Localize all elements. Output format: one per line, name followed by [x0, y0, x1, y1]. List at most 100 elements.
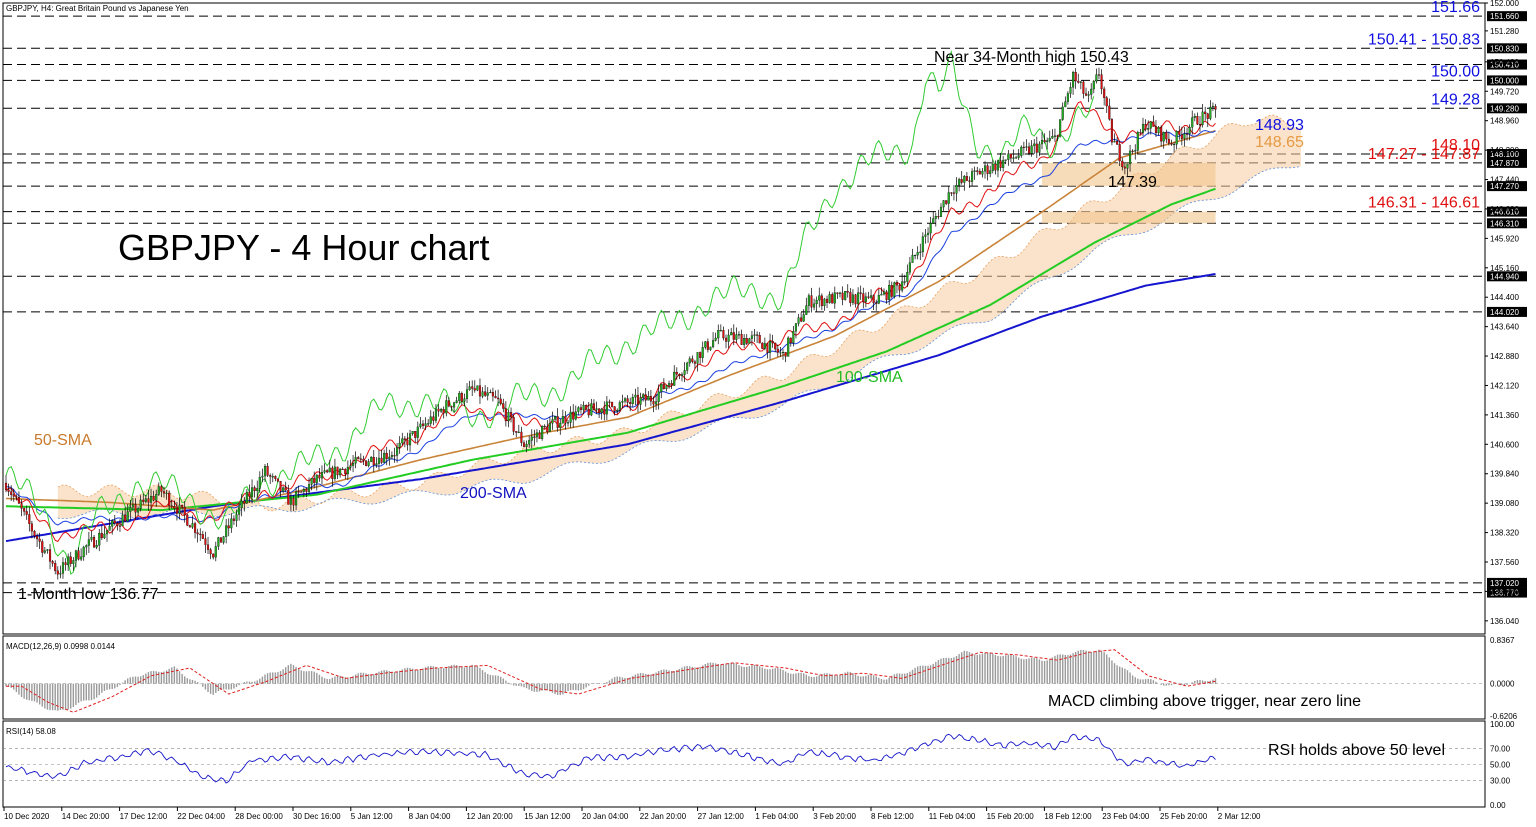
- candle-body: [157, 486, 160, 495]
- level-tag-bg: [1487, 577, 1527, 588]
- candle-body: [1149, 121, 1152, 129]
- candle-body: [647, 396, 650, 401]
- candle-body: [761, 342, 764, 349]
- x-tick-label: 1 Feb 04:00: [755, 812, 798, 821]
- candle-body: [551, 419, 554, 424]
- candle-body: [10, 491, 13, 495]
- candle-body: [72, 560, 75, 564]
- candle-body: [704, 341, 707, 348]
- candle-body: [1009, 153, 1012, 159]
- candle-body: [667, 383, 671, 386]
- candle-body: [188, 525, 191, 528]
- x-tick-label: 15 Feb 20:00: [987, 812, 1035, 821]
- candle-body: [781, 352, 785, 354]
- candle-body: [769, 341, 772, 353]
- candle-body: [23, 508, 26, 512]
- candle-body: [639, 397, 642, 405]
- candle-body: [455, 400, 458, 403]
- candle-body: [1144, 124, 1147, 130]
- candle-body: [421, 423, 425, 426]
- candle-body: [585, 405, 588, 410]
- candle-body: [745, 338, 748, 344]
- candle-body: [36, 535, 39, 540]
- candle-body: [983, 165, 987, 172]
- candle-body: [315, 474, 318, 483]
- candle-body: [815, 299, 818, 305]
- candle-body: [214, 546, 217, 558]
- level-tag-bg: [1487, 148, 1527, 159]
- candle-body: [691, 358, 694, 362]
- candle-body: [916, 252, 919, 256]
- candle-body: [924, 234, 927, 237]
- candle-body: [370, 456, 373, 462]
- candle-body: [201, 534, 204, 539]
- candle-body: [458, 393, 461, 401]
- candle-body: [914, 254, 917, 257]
- candle-body: [802, 314, 805, 322]
- candle-body: [989, 170, 992, 174]
- y-tick-label: 145.920: [1490, 234, 1519, 243]
- candle-body: [1178, 131, 1181, 135]
- candle-body: [818, 295, 821, 301]
- chikou-line: [5, 50, 1095, 575]
- candle-body: [572, 411, 575, 420]
- candle-body: [717, 330, 720, 339]
- candle-body: [261, 475, 264, 478]
- x-tick-label: 18 Feb 12:00: [1044, 812, 1092, 821]
- candle-body: [616, 410, 619, 412]
- candle-body: [1206, 113, 1209, 119]
- candle-body: [1152, 121, 1155, 127]
- rsi-tick-label: 30.00: [1490, 777, 1511, 786]
- candle-body: [688, 358, 691, 364]
- candle-body: [590, 403, 593, 416]
- candle-body: [105, 530, 109, 535]
- candle-body: [1126, 163, 1129, 169]
- candle-body: [232, 518, 235, 521]
- candle-body: [295, 491, 298, 506]
- candle-body: [515, 431, 518, 433]
- candle-body: [116, 523, 119, 526]
- candle-body: [561, 416, 564, 424]
- candle-body: [38, 538, 41, 542]
- candle-body: [1141, 124, 1145, 133]
- candle-body: [851, 294, 854, 303]
- candle-body: [1040, 139, 1044, 145]
- candle-body: [712, 340, 715, 348]
- level-tag-bg: [1487, 157, 1527, 168]
- candle-body: [56, 570, 59, 575]
- candle-body: [919, 251, 922, 253]
- candle-body: [618, 402, 621, 411]
- candle-body: [976, 170, 979, 172]
- candle-body: [1069, 87, 1072, 94]
- candle-body: [1090, 88, 1093, 95]
- candle-body: [660, 383, 663, 392]
- candle-body: [1066, 93, 1069, 102]
- candle-body: [362, 458, 365, 461]
- candle-body: [186, 514, 189, 526]
- candle-body: [763, 343, 766, 349]
- candle-body: [113, 520, 116, 524]
- candle-body: [1095, 74, 1098, 82]
- candle-body: [1147, 128, 1150, 130]
- candle-body: [318, 474, 321, 479]
- candle-body: [142, 499, 145, 502]
- sma100-label: 100-SMA: [836, 369, 903, 386]
- candle-body: [771, 341, 774, 344]
- x-tick-label: 27 Jan 12:00: [698, 812, 745, 821]
- x-tick-label: 8 Jan 04:00: [409, 812, 451, 821]
- candle-body: [680, 374, 684, 376]
- candle-body: [460, 393, 463, 402]
- sma200-label: 200-SMA: [460, 485, 527, 502]
- candle-body: [473, 388, 476, 391]
- macd-tick-label: -0.6206: [1490, 712, 1518, 721]
- candle-body: [349, 465, 352, 468]
- candle-body: [504, 408, 507, 422]
- candle-body: [543, 425, 546, 428]
- candle-body: [662, 383, 665, 390]
- y-tick-label: 152.000: [1490, 0, 1519, 8]
- candle-body: [701, 347, 704, 358]
- candle-body: [789, 337, 792, 344]
- candle-body: [1162, 132, 1165, 142]
- price-axis: 151.660 150.830 150.410 150.000 149.280 148.1…: [1485, 0, 1527, 626]
- candle-body: [1183, 133, 1186, 139]
